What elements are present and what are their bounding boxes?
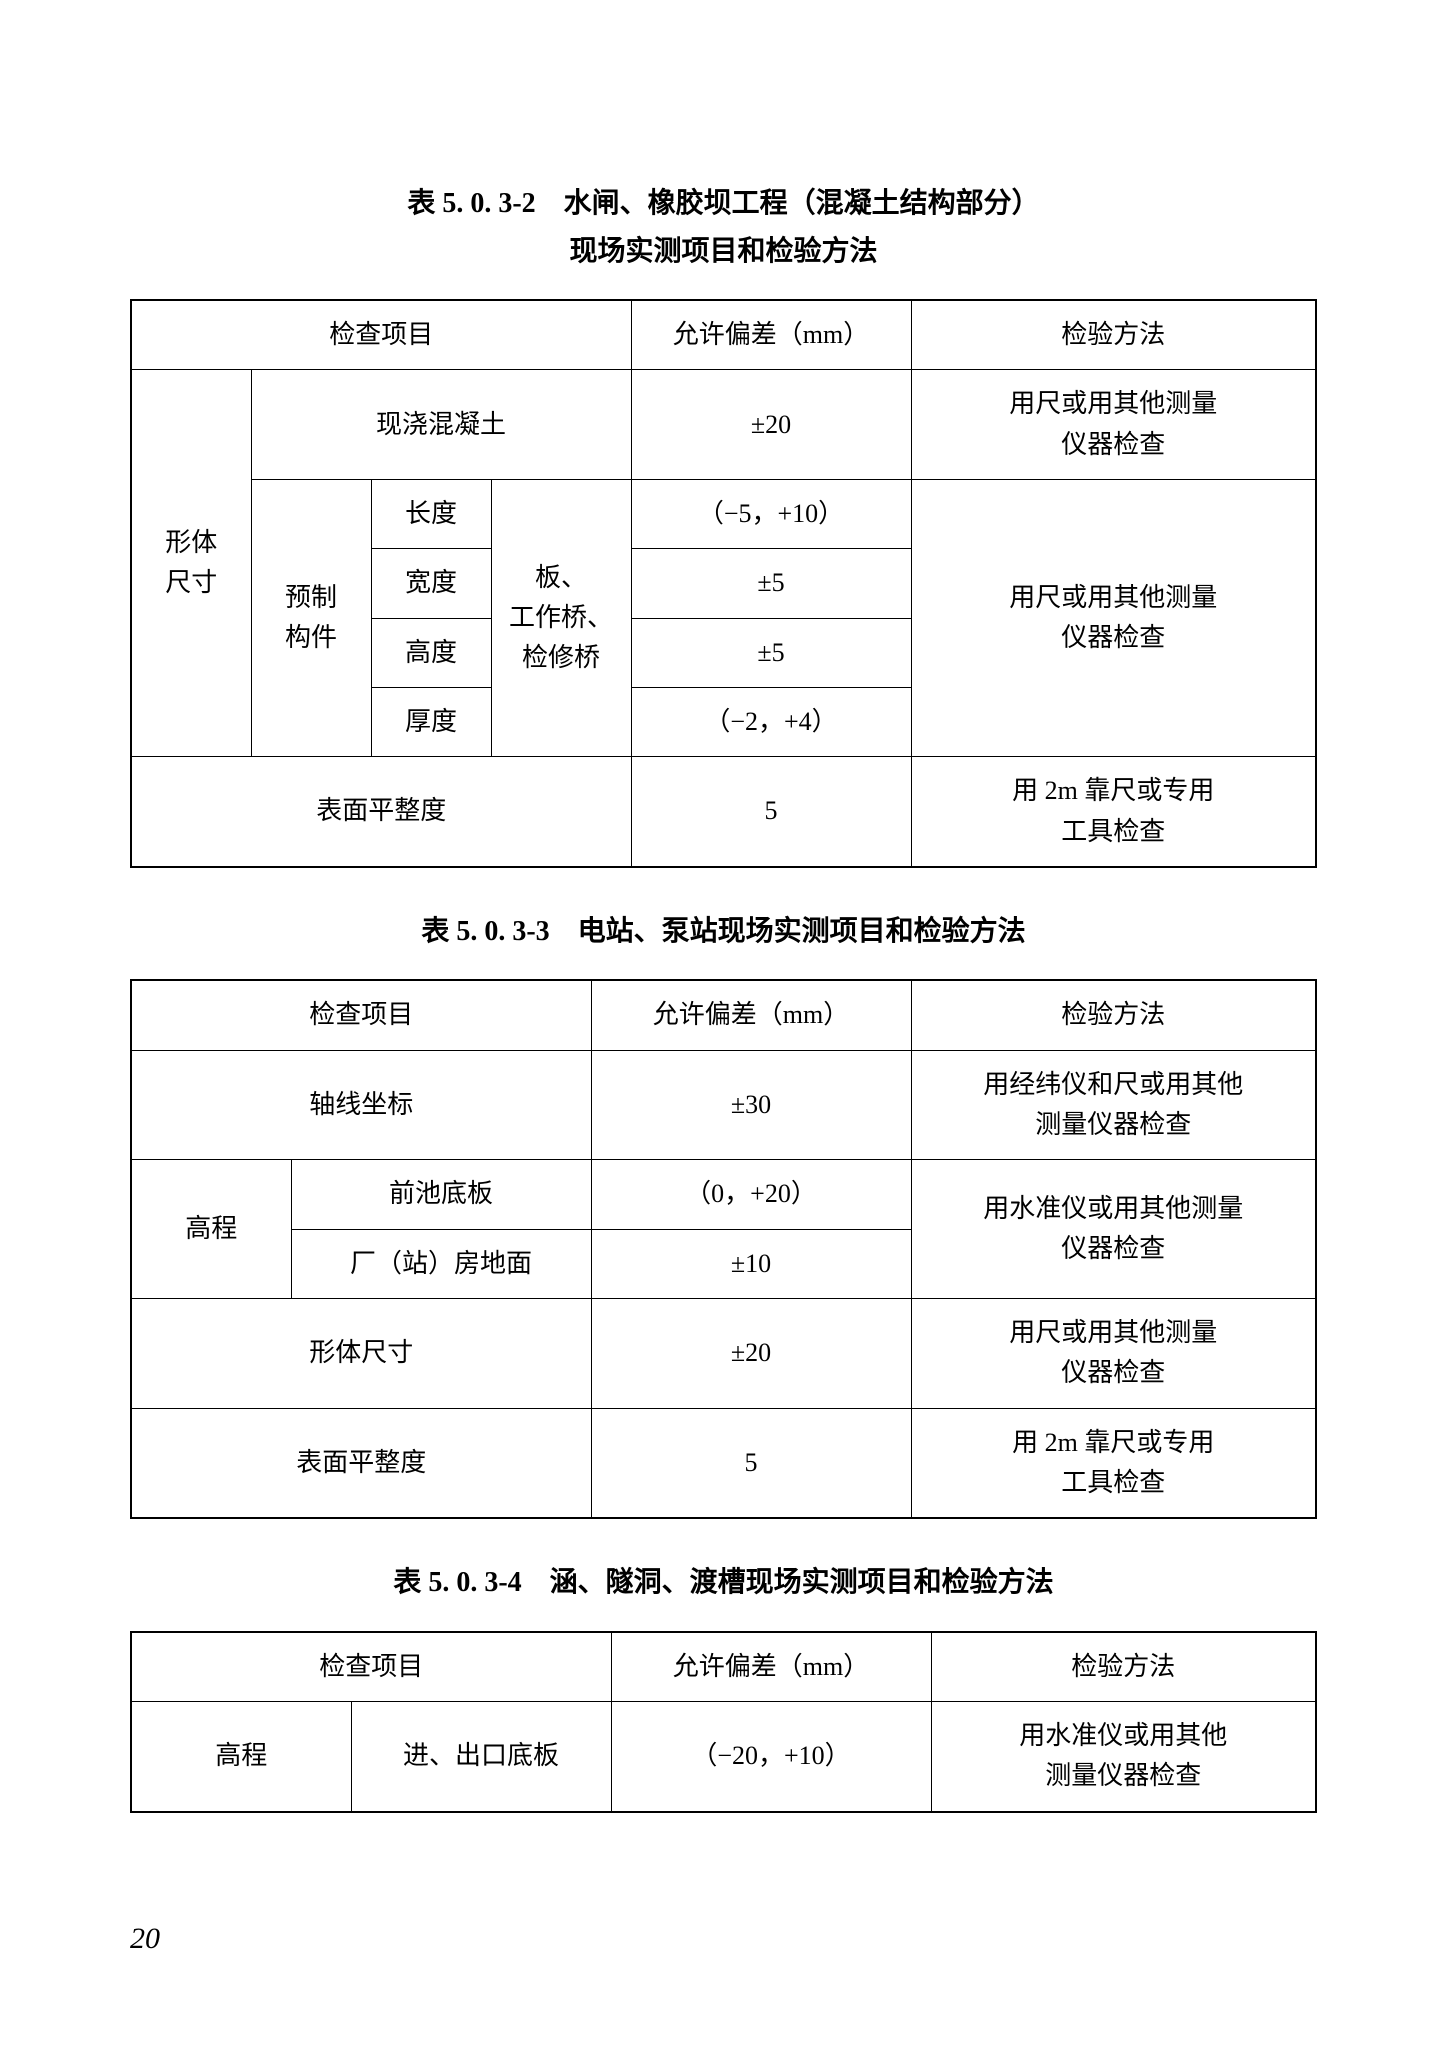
cell-method: 用水准仪或用其他测量仪器检查 — [931, 1702, 1316, 1812]
table-row: 表面平整度 5 用 2m 靠尺或专用工具检查 — [131, 1408, 1316, 1518]
table-row: 表面平整度 5 用 2m 靠尺或专用工具检查 — [131, 757, 1316, 867]
table2-title: 表 5. 0. 3-3 电站、泵站现场实测项目和检验方法 — [130, 908, 1317, 956]
cell-sub: 现浇混凝土 — [251, 370, 631, 480]
header-tol: 允许偏差（mm） — [611, 1632, 931, 1702]
header-tol: 允许偏差（mm） — [631, 300, 911, 370]
table1-title-line1: 表 5. 0. 3-2 水闸、橡胶坝工程（混凝土结构部分） — [407, 188, 1039, 219]
cell-method: 用尺或用其他测量仪器检查 — [911, 1298, 1316, 1408]
cell-tol: ±20 — [631, 370, 911, 480]
cell-tol: ±5 — [631, 549, 911, 618]
table-row: 形体尺寸 现浇混凝土 ±20 用尺或用其他测量仪器检查 — [131, 370, 1316, 480]
table-row: 形体尺寸 ±20 用尺或用其他测量仪器检查 — [131, 1298, 1316, 1408]
table3-title: 表 5. 0. 3-4 涵、隧洞、渡槽现场实测项目和检验方法 — [130, 1559, 1317, 1607]
table-2: 检查项目 允许偏差（mm） 检验方法 轴线坐标 ±30 用经纬仪和尺或用其他测量… — [130, 979, 1317, 1519]
cell-method: 用经纬仪和尺或用其他测量仪器检查 — [911, 1050, 1316, 1160]
cell-item: 轴线坐标 — [131, 1050, 591, 1160]
cell-tol: ±30 — [591, 1050, 911, 1160]
table-header-row: 检查项目 允许偏差（mm） 检验方法 — [131, 980, 1316, 1050]
cell-dim: 厚度 — [371, 687, 491, 756]
cell-sub-group: 预制构件 — [251, 480, 371, 757]
cell-dim: 宽度 — [371, 549, 491, 618]
cell-method: 用 2m 靠尺或专用工具检查 — [911, 757, 1316, 867]
table2-title-text: 表 5. 0. 3-3 电站、泵站现场实测项目和检验方法 — [421, 916, 1025, 947]
table1-title: 表 5. 0. 3-2 水闸、橡胶坝工程（混凝土结构部分） 现场实测项目和检验方… — [130, 180, 1317, 275]
cell-item: 形体尺寸 — [131, 1298, 591, 1408]
cell-item: 表面平整度 — [131, 1408, 591, 1518]
cell-method: 用尺或用其他测量仪器检查 — [911, 370, 1316, 480]
table-header-row: 检查项目 允许偏差（mm） 检验方法 — [131, 1632, 1316, 1702]
cell-sub: 厂（站）房地面 — [291, 1229, 591, 1298]
table-row: 高程 进、出口底板 （−20，+10） 用水准仪或用其他测量仪器检查 — [131, 1702, 1316, 1812]
cell-method: 用水准仪或用其他测量仪器检查 — [911, 1160, 1316, 1299]
table-row: 轴线坐标 ±30 用经纬仪和尺或用其他测量仪器检查 — [131, 1050, 1316, 1160]
cell-tol: 5 — [591, 1408, 911, 1518]
table-header-row: 检查项目 允许偏差（mm） 检验方法 — [131, 300, 1316, 370]
header-method: 检验方法 — [911, 980, 1316, 1050]
cell-dim: 长度 — [371, 480, 491, 549]
cell-tol: （−2，+4） — [631, 687, 911, 756]
cell-sub: 进、出口底板 — [351, 1702, 611, 1812]
cell-group: 高程 — [131, 1702, 351, 1812]
cell-mid: 板、工作桥、检修桥 — [491, 480, 631, 757]
cell-tol: （0，+20） — [591, 1160, 911, 1229]
cell-tol: ±10 — [591, 1229, 911, 1298]
cell-tol: （−20，+10） — [611, 1702, 931, 1812]
cell-method: 用 2m 靠尺或专用工具检查 — [911, 1408, 1316, 1518]
cell-tol: 5 — [631, 757, 911, 867]
cell-sub: 前池底板 — [291, 1160, 591, 1229]
table-3: 检查项目 允许偏差（mm） 检验方法 高程 进、出口底板 （−20，+10） 用… — [130, 1631, 1317, 1813]
header-item: 检查项目 — [131, 1632, 611, 1702]
header-method: 检验方法 — [931, 1632, 1316, 1702]
header-item: 检查项目 — [131, 300, 631, 370]
table-row: 预制构件 长度 板、工作桥、检修桥 （−5，+10） 用尺或用其他测量仪器检查 — [131, 480, 1316, 549]
table3-title-text: 表 5. 0. 3-4 涵、隧洞、渡槽现场实测项目和检验方法 — [393, 1567, 1053, 1598]
header-item: 检查项目 — [131, 980, 591, 1050]
page-number: 20 — [130, 1922, 160, 1956]
cell-dim: 高度 — [371, 618, 491, 687]
cell-tol: ±5 — [631, 618, 911, 687]
header-method: 检验方法 — [911, 300, 1316, 370]
cell-item: 表面平整度 — [131, 757, 631, 867]
header-tol: 允许偏差（mm） — [591, 980, 911, 1050]
cell-tol: （−5，+10） — [631, 480, 911, 549]
table-1: 检查项目 允许偏差（mm） 检验方法 形体尺寸 现浇混凝土 ±20 用尺或用其他… — [130, 299, 1317, 868]
cell-group: 形体尺寸 — [131, 370, 251, 757]
cell-group: 高程 — [131, 1160, 291, 1299]
cell-method: 用尺或用其他测量仪器检查 — [911, 480, 1316, 757]
cell-tol: ±20 — [591, 1298, 911, 1408]
table-row: 高程 前池底板 （0，+20） 用水准仪或用其他测量仪器检查 — [131, 1160, 1316, 1229]
table1-title-line2: 现场实测项目和检验方法 — [130, 228, 1317, 276]
